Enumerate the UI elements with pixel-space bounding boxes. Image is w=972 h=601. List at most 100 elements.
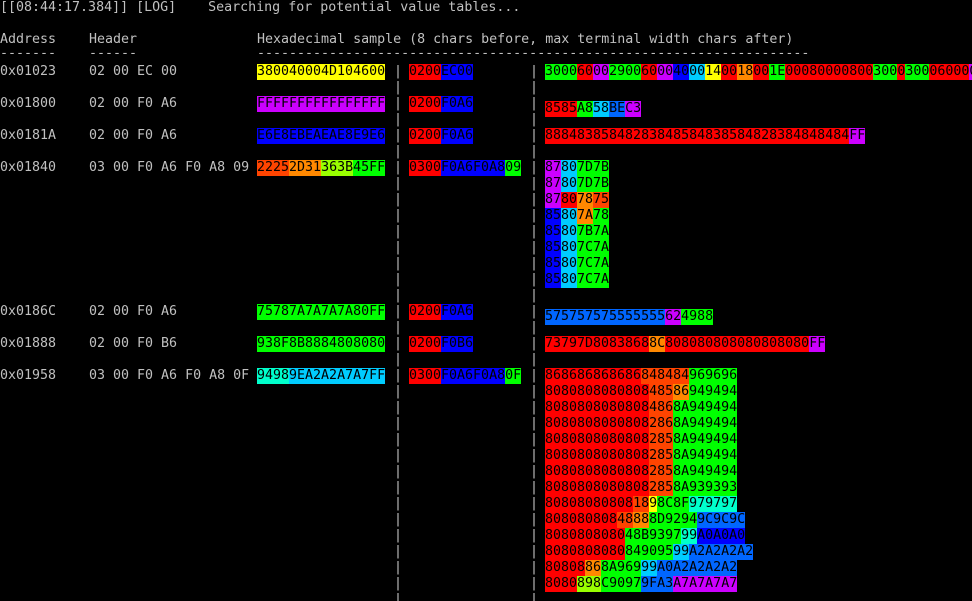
hex-after-segment: 00 [721,64,738,80]
hex-after-line: 80808080808082858A949494 [545,448,738,464]
column-header-address: Address [0,32,57,47]
hex-header-bytes: 0200EC00 [409,64,474,80]
separator-bar-left: | [394,304,403,319]
separator-bar-left: | [394,512,403,527]
hex-header-bytes-segment: F0A6F0A8 [441,160,506,176]
hex-after-segment: 9397 [649,528,682,544]
hex-after-line: 80808080808082858A949494 [545,464,738,480]
entry-header: 02 00 F0 A6 [89,304,178,319]
separator-bar-right: | [530,160,539,175]
hex-after-segment: BE [609,101,626,117]
entry-header: 03 00 F0 A6 F0 A8 09 [89,160,250,175]
hex-after-segment: 80 [561,240,578,256]
hex-after-segment: 78 [593,208,610,224]
hex-after-segment: 1E [769,64,786,80]
hex-after-segment: 9 [649,496,658,512]
hex-after-line: 80808080808082868A949494 [545,416,738,432]
hex-after-segment: 0 [897,64,906,80]
hex-after-segment: 80808 [545,560,586,576]
separator-bar-left: | [394,112,403,127]
hex-after-line: 80808080808084868A949494 [545,400,738,416]
hex-header-bytes-segment: 0300 [409,160,442,176]
separator-bar-right: | [530,80,539,95]
hex-after-segment: 00080000800 [785,64,874,80]
hex-after-segment: 575757575555555 [545,309,666,325]
hex-header-bytes-segment: 0F [505,368,522,384]
column-header-sample: Hexadecimal sample (8 chars before, max … [257,32,794,47]
hex-after-segment: C [601,576,610,592]
separator-bar-right: | [530,416,539,431]
hex-after-segment: 979797 [689,496,738,512]
hex-after-segment: 7C7A [577,272,610,288]
hex-after-line: 868686868686848484969696 [545,368,738,384]
hex-before: 380040004D104600 [257,64,386,80]
hex-after-segment: 78 [577,192,594,208]
hex-after-line: 30006000290060004000140018001E0008000080… [545,64,972,80]
hex-after-segment: 8A949494 [673,432,738,448]
hex-after-segment: A2A2A2A2 [689,544,754,560]
hex-after-segment: 486 [649,400,674,416]
hex-after-segment: 8D9294 [649,512,698,528]
hex-after-segment: 80 [561,208,578,224]
separator-bar-left: | [394,384,403,399]
hex-after-segment: 848484 [641,368,690,384]
hex-after-line: 85807C7A [545,272,610,288]
hex-before-segment: 9498 [257,368,290,384]
hex-after-segment: 60 [641,64,658,80]
separator-bar-left: | [394,224,403,239]
hex-before-segment: 363B [321,160,354,176]
hex-after-segment: 898 [577,576,602,592]
hex-header-bytes-segment: 0300 [409,368,442,384]
hex-after-segment: 9C9C9C [697,512,746,528]
hex-after-segment: 8080808080808 [545,416,650,432]
hex-before: 94989EA2A2A7A7FF [257,368,386,384]
hex-after-segment: 80 [561,272,578,288]
hex-after-line: 575757575555555624988 [545,304,714,325]
separator-bar-left: | [394,288,403,303]
hex-after-segment: 99 [681,528,698,544]
separator-bar-left: | [394,144,403,159]
hex-before: FFFFFFFFFFFFFFFF [257,96,386,112]
hex-after-segment: 06000 [929,64,970,80]
column-header-header: Header [89,32,138,47]
log-line: [[08:44:17.384]] [LOG] Searching for pot… [0,0,521,15]
hex-after-segment: 80 [561,176,578,192]
hex-after-segment: 300 [905,64,930,80]
hex-before-segment: 75787A7A7A7A80FF [257,304,386,320]
hex-after-segment: 88848385848283848584838584828384848484 [545,128,850,144]
entry-address: 0x0186C [0,304,57,319]
hex-after-segment: 80 [561,160,578,176]
separator-bar-left: | [394,80,403,95]
hex-after-line: 80808080848888D92949C9C9C [545,512,746,528]
entry-address: 0x01888 [0,336,57,351]
hex-header-bytes-segment: F0B6 [441,336,474,352]
separator-bar-left: | [394,592,403,601]
separator-bar-right: | [530,64,539,79]
hex-header-bytes-segment: 0200 [409,304,442,320]
hex-after-segment: 8A939393 [673,480,738,496]
separator-bar-right: | [530,112,539,127]
hex-header-bytes: 0200F0A6 [409,128,474,144]
hex-after-segment: 849095 [625,544,674,560]
entry-header: 02 00 F0 B6 [89,336,178,351]
hex-after-segment: 868686868686 [545,368,642,384]
hex-after-segment: A0A2A2A2A2 [657,560,738,576]
hex-after-segment: C3 [625,101,642,117]
separator-bar-right: | [530,192,539,207]
hex-after-segment: 7B7A [577,224,610,240]
separator-bar-right: | [530,512,539,527]
hex-after-segment: 300 [873,64,898,80]
entry-address: 0x01958 [0,368,57,383]
entry-address: 0x01023 [0,64,57,79]
separator-bar-right: | [530,336,539,351]
separator-bar-left: | [394,176,403,191]
hex-header-bytes-segment: F0A6F0A8 [441,368,506,384]
separator-bar-right: | [530,288,539,303]
hex-after-line: 8080898C90979FA3A7A7A7A7 [545,576,738,592]
hex-before-segment: 938F8B8884808080 [257,336,386,352]
entry-address: 0x01840 [0,160,57,175]
hex-after-segment: 7C7A [577,256,610,272]
hex-before: E6E8EBEAEAE8E9E6 [257,128,386,144]
hex-after-segment: 808 [545,576,570,592]
separator-bar-right: | [530,320,539,335]
